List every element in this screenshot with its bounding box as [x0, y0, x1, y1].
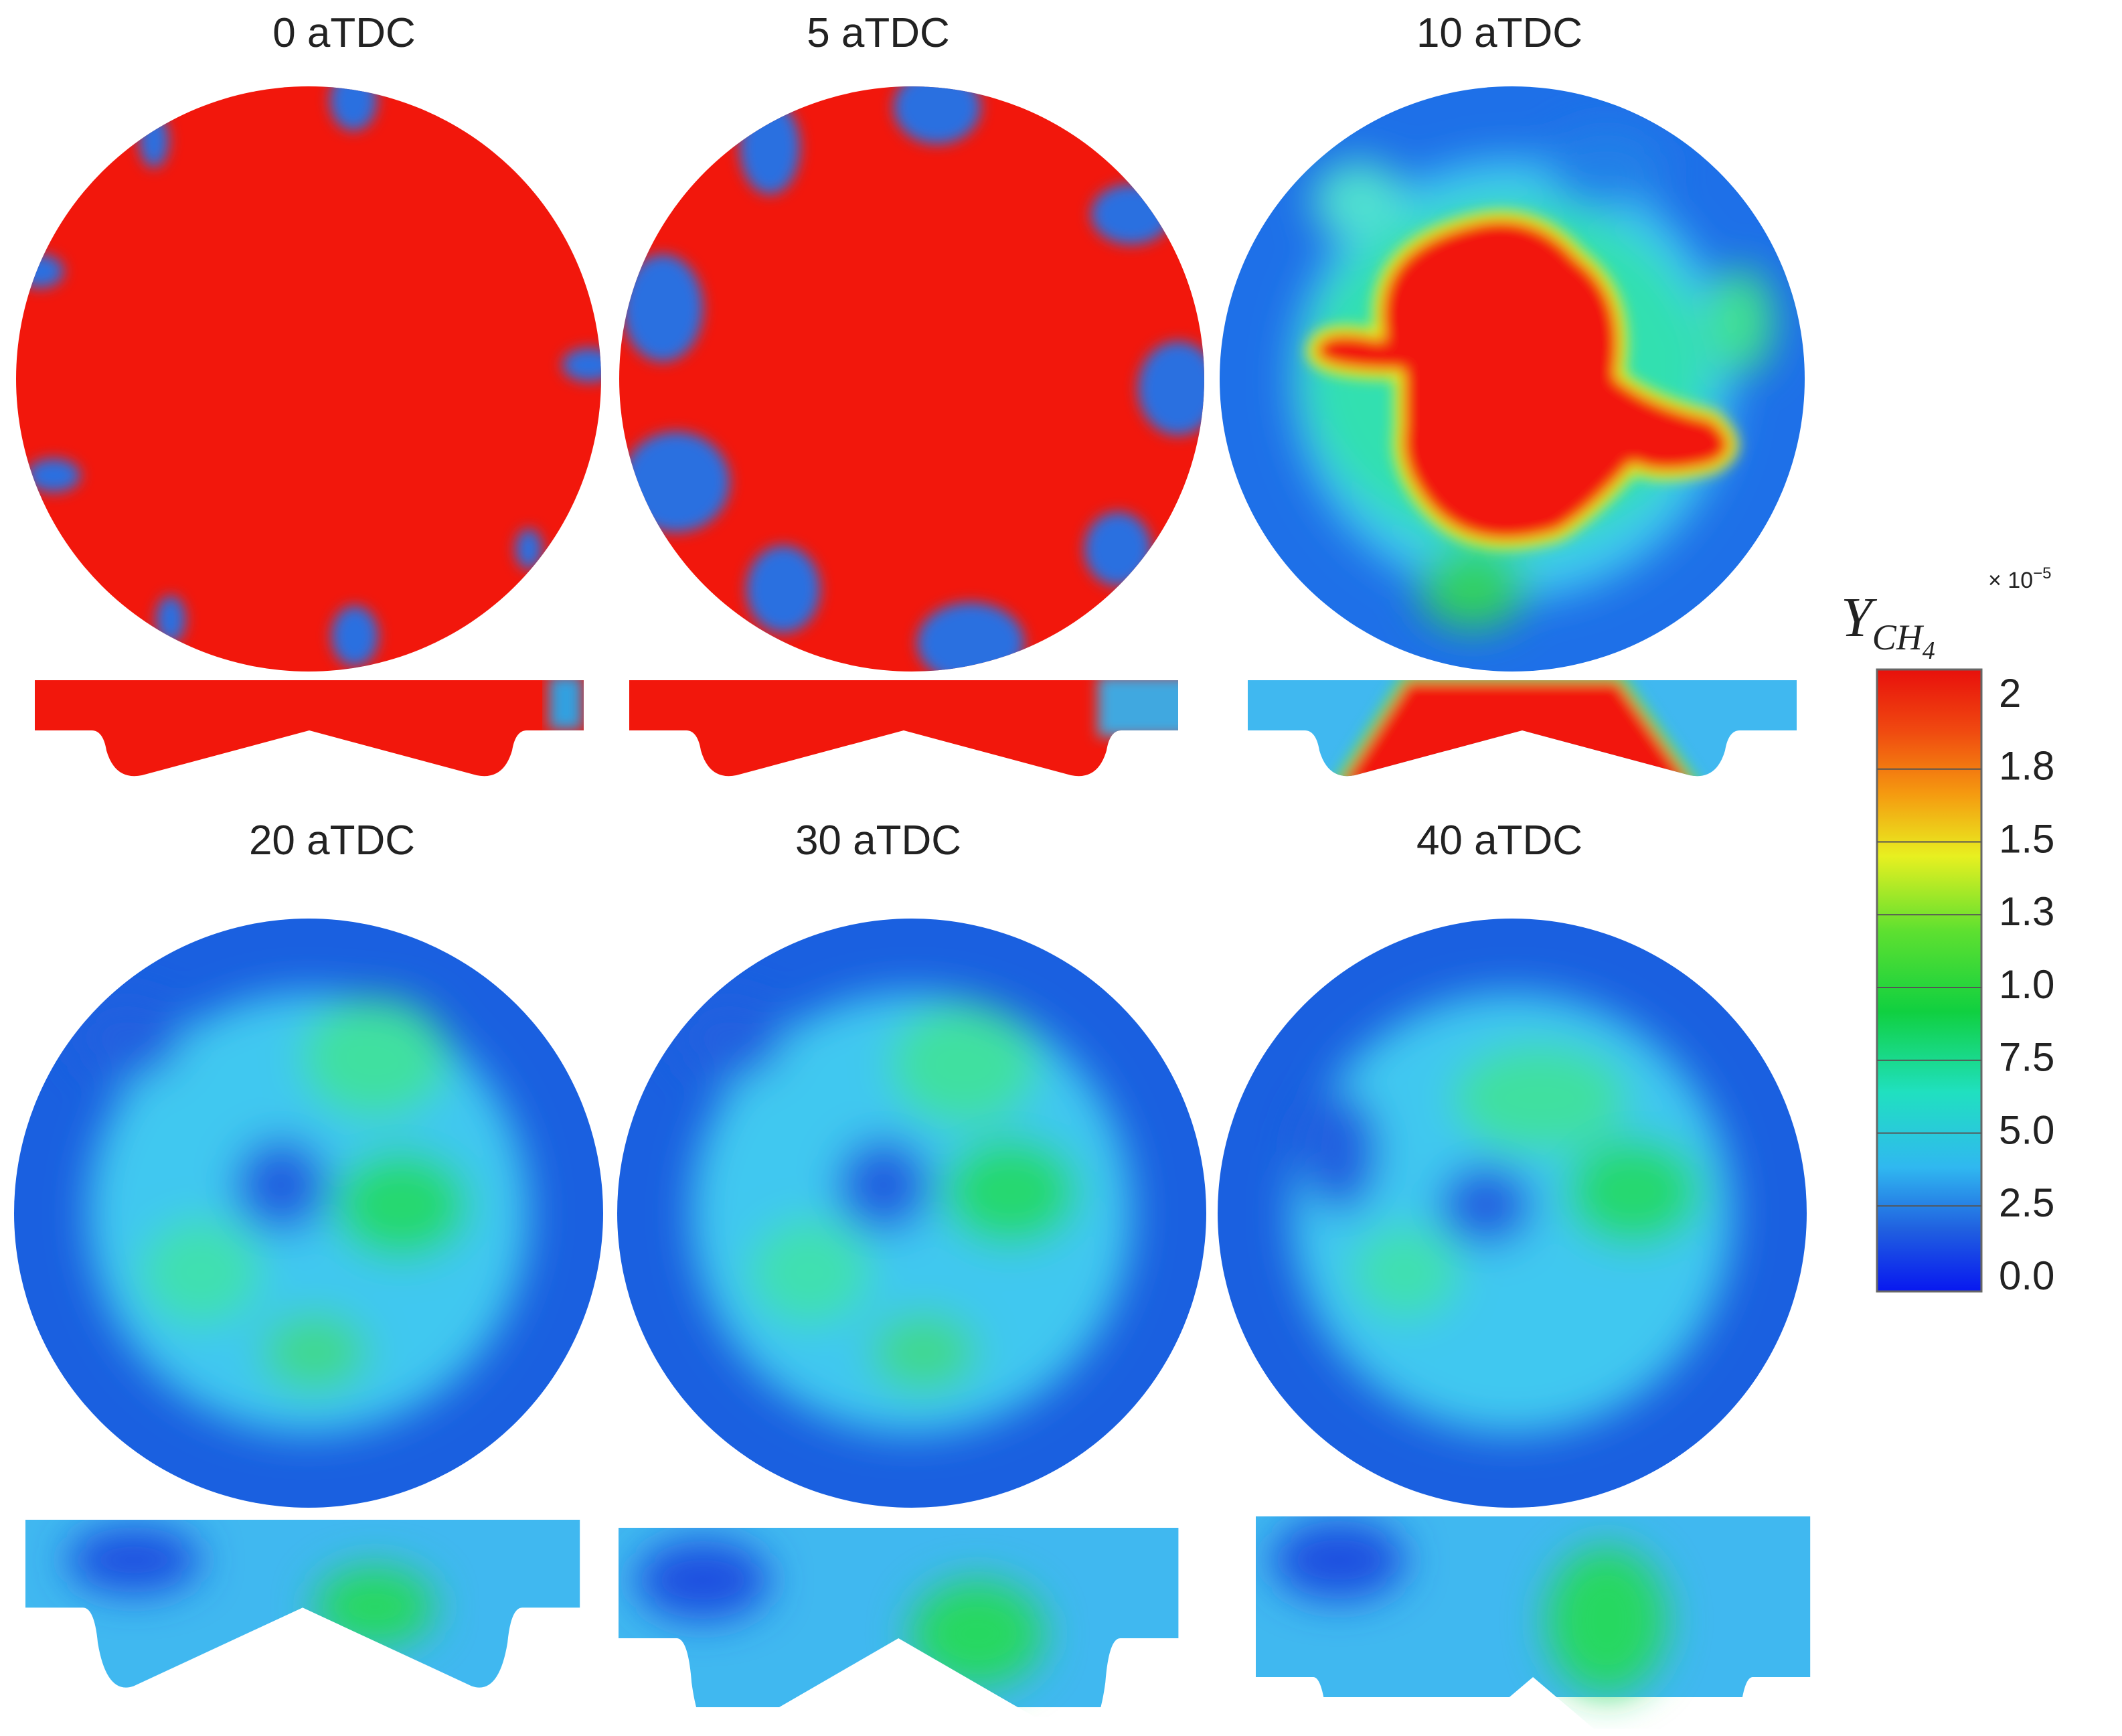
panel-label: 30 aTDC: [795, 817, 961, 864]
colorbar-exponent: −5: [2033, 564, 2051, 582]
panel-label: 5 aTDC: [807, 10, 950, 56]
colorbar-tick-label: 2.5: [1999, 1180, 2054, 1225]
contour-top-view: [1220, 86, 1805, 672]
colorbar-title-subscript: CH: [1872, 617, 1925, 657]
colorbar-ticks: 2 1.8 1.5 1.3 1.0 7.5 5.0 2.5 0.0: [1877, 671, 2054, 1298]
contour-section: [1256, 1516, 1811, 1697]
colorbar-tick-label: 7.5: [1999, 1035, 2054, 1080]
contour-top-view: [16, 86, 601, 672]
contour-top-view: [14, 919, 603, 1508]
contour-section: [35, 680, 584, 777]
contour-section: [1248, 680, 1797, 777]
contour-section: [629, 680, 1178, 777]
contour-top-view: [619, 86, 1204, 672]
contour-section: [25, 1520, 580, 1688]
panel-label: 20 aTDC: [249, 817, 415, 864]
colorbar-multiplier-base: × 10: [1988, 568, 2033, 593]
colorbar-tick-label: 1.5: [1999, 816, 2054, 861]
colorbar-tick-label: 0.0: [1999, 1253, 2054, 1298]
contour-section: [619, 1528, 1179, 1707]
colorbar-tick-label: 1.0: [1999, 962, 2054, 1007]
panel-label: 10 aTDC: [1416, 10, 1582, 56]
colorbar-title-symbol: Y: [1841, 586, 1878, 649]
contour-top-view: [617, 919, 1206, 1508]
colorbar: [1876, 668, 1983, 1293]
panel-label: 40 aTDC: [1416, 817, 1582, 864]
colorbar-tick-label: 1.3: [1999, 889, 2054, 934]
colorbar-tick-label: 2: [1999, 671, 2021, 716]
contour-top-view: [1218, 919, 1807, 1508]
colorbar-title-subsubscript: 4: [1923, 637, 1935, 665]
colorbar-multiplier: × 10−5: [1988, 564, 2052, 593]
colorbar-title: YCH4: [1841, 586, 1935, 665]
panel-label: 0 aTDC: [272, 10, 416, 56]
colorbar-tick-label: 5.0: [1999, 1107, 2054, 1152]
colorbar-tick-label: 1.8: [1999, 744, 2054, 789]
